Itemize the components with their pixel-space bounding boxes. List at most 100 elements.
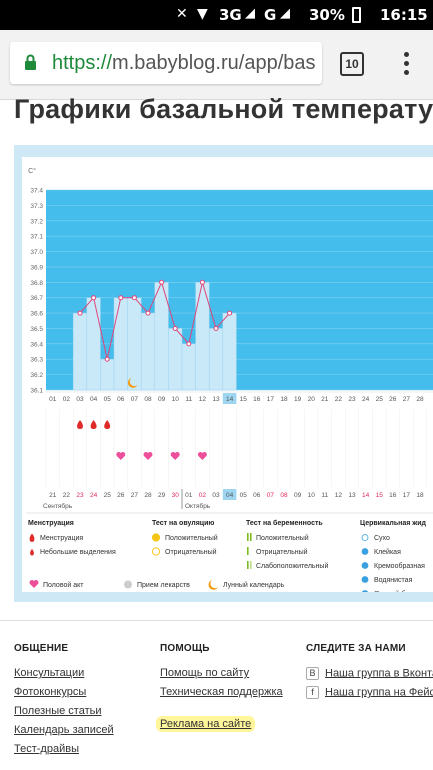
temperature-bar: [100, 358, 115, 391]
legend-test-bar-icon: [247, 561, 249, 569]
y-tick-label: 36.5: [30, 326, 43, 333]
cycle-day-label: 15: [240, 396, 248, 403]
temperature-bar: [222, 312, 237, 391]
bbt-chart: C° 37.4 37.3 37.2 37.1 37.0 36.9 36.8 36.7 36.6 36…: [26, 167, 433, 598]
tab-switcher-button[interactable]: 10: [340, 52, 364, 76]
y-tick-label: 36.9: [30, 264, 43, 271]
month-label-1: Сентябрь: [43, 502, 73, 510]
date-label: 15: [376, 492, 384, 499]
legend-test-bar-icon: [247, 547, 249, 555]
cycle-day-label: 12: [199, 396, 207, 403]
temperature-point[interactable]: [199, 279, 205, 285]
cycle-day-label: 27: [403, 396, 411, 403]
temperature-point[interactable]: [77, 310, 83, 316]
y-tick-label: 36.4: [30, 341, 43, 348]
date-label: 05: [240, 492, 248, 499]
menstruation-drop-icon: [104, 420, 111, 429]
cycle-day-label: 25: [376, 396, 384, 403]
legend-menstruation-head: Менструация: [28, 520, 74, 527]
footer-link-facebook[interactable]: f Наша группа на Фейсбу: [306, 686, 433, 699]
y-tick-label: 36.8: [30, 280, 43, 287]
y-tick-label: 36.6: [30, 311, 43, 318]
temperature-point[interactable]: [131, 295, 137, 301]
legend-mucus-item: Кремообразная: [374, 562, 425, 570]
cycle-day-label: 22: [335, 396, 343, 403]
legend-test-bar-icon: [250, 533, 252, 541]
temperature-point[interactable]: [159, 279, 165, 285]
footer-heading-community: ОБЩЕНИЕ: [14, 643, 69, 654]
cycle-day-label: 28: [416, 396, 424, 403]
signal2-icon: ◢: [280, 6, 290, 21]
url-scheme: https://: [52, 52, 113, 74]
cycle-day-label: 09: [158, 396, 166, 403]
month-label-2: Октябрь: [185, 502, 211, 510]
intercourse-heart-icon: [116, 452, 126, 460]
footer-link-articles[interactable]: Полезные статьи: [14, 705, 102, 717]
temperature-bar: [72, 312, 88, 391]
cycle-day-label: 10: [172, 396, 180, 403]
legend-mucus-icon: [361, 548, 369, 555]
footer-link-consultations[interactable]: Консультации: [14, 667, 85, 679]
legend-mucus-item: Яичный белок: [374, 590, 421, 592]
footer-link-photo-contests[interactable]: Фотоконкурсы: [14, 686, 87, 698]
cycle-day-label: 04: [90, 396, 98, 403]
date-label: 14: [362, 492, 370, 499]
legend-pregnancy-item: Слабоположительный: [256, 562, 328, 570]
signal-icon: ◢: [245, 6, 255, 21]
y-tick-label: 37.1: [30, 234, 43, 241]
legend-bottom-item: Половой акт: [43, 581, 84, 589]
cycle-day-label: 08: [144, 396, 152, 403]
legend-moon-icon: [208, 580, 218, 590]
vk-link-label: Наша группа в Вконтакт: [325, 667, 433, 680]
url-text: https://m.babyblog.ru/app/bas: [52, 52, 316, 75]
address-bar[interactable]: https://m.babyblog.ru/app/bas: [10, 42, 322, 84]
overflow-menu-icon[interactable]: [398, 52, 414, 78]
cycle-day-label: 02: [63, 396, 71, 403]
temperature-point[interactable]: [104, 356, 110, 362]
intercourse-heart-icon: [197, 452, 207, 460]
temperature-point[interactable]: [172, 325, 178, 331]
temperature-point[interactable]: [213, 325, 219, 331]
legend-menstruation-item: Менструация: [40, 535, 83, 542]
temperature-point[interactable]: [91, 295, 97, 301]
legend-menstruation-item: Небольшие выделения: [40, 548, 116, 556]
footer-link-calendar[interactable]: Календарь записей: [14, 724, 114, 736]
page-title: Графики базальной температур: [14, 94, 433, 124]
cycle-day-label: 24: [362, 396, 370, 403]
date-label: 03: [212, 492, 220, 499]
y-axis-label: C°: [28, 167, 36, 175]
temperature-bar: [127, 297, 142, 391]
intercourse-heart-icon: [170, 452, 180, 460]
legend-test-bar-icon: [247, 533, 249, 541]
legend-mucus-icon: [361, 562, 369, 569]
date-label: 25: [104, 492, 112, 499]
footer-link-test-drives[interactable]: Тест-драйвы: [14, 743, 79, 755]
date-label: 17: [403, 492, 411, 499]
date-label: 08: [280, 492, 288, 499]
legend-mucus-item: Водянистая: [374, 577, 413, 584]
cycle-day-label: 03: [76, 396, 84, 403]
temperature-point[interactable]: [227, 310, 233, 316]
battery-icon: [352, 7, 361, 23]
date-label: 23: [76, 492, 84, 499]
legend-pregnancy-item: Положительный: [256, 534, 309, 542]
chart-panel: C° 37.4 37.3 37.2 37.1 37.0 36.9 36.8 36.7 36.6 36…: [14, 145, 433, 602]
legend-drop-icon: [29, 533, 35, 542]
legend-mucus-icon: [361, 534, 369, 541]
date-label: 28: [144, 492, 152, 499]
temperature-point[interactable]: [145, 310, 151, 316]
legend-ovulation-item: Отрицательный: [165, 548, 217, 556]
legend-bottom-item: Лунный календарь: [223, 581, 285, 589]
clock: 16:15: [380, 6, 428, 24]
footer-link-advertising[interactable]: Реклама на сайте: [156, 716, 256, 732]
footer-link-site-help[interactable]: Помощь по сайту: [160, 667, 250, 679]
cycle-day-label: 06: [117, 396, 125, 403]
cycle-day-label: 19: [294, 396, 302, 403]
footer-link-support[interactable]: Техническая поддержка: [160, 686, 283, 698]
chart-container: C° 37.4 37.3 37.2 37.1 37.0 36.9 36.8 36.7 36.6 36…: [22, 157, 433, 598]
temperature-point[interactable]: [118, 295, 124, 301]
footer-link-vk[interactable]: В Наша группа в Вконтакт: [306, 667, 433, 680]
temperature-point[interactable]: [186, 341, 192, 347]
y-tick-label: 36.7: [30, 295, 43, 302]
